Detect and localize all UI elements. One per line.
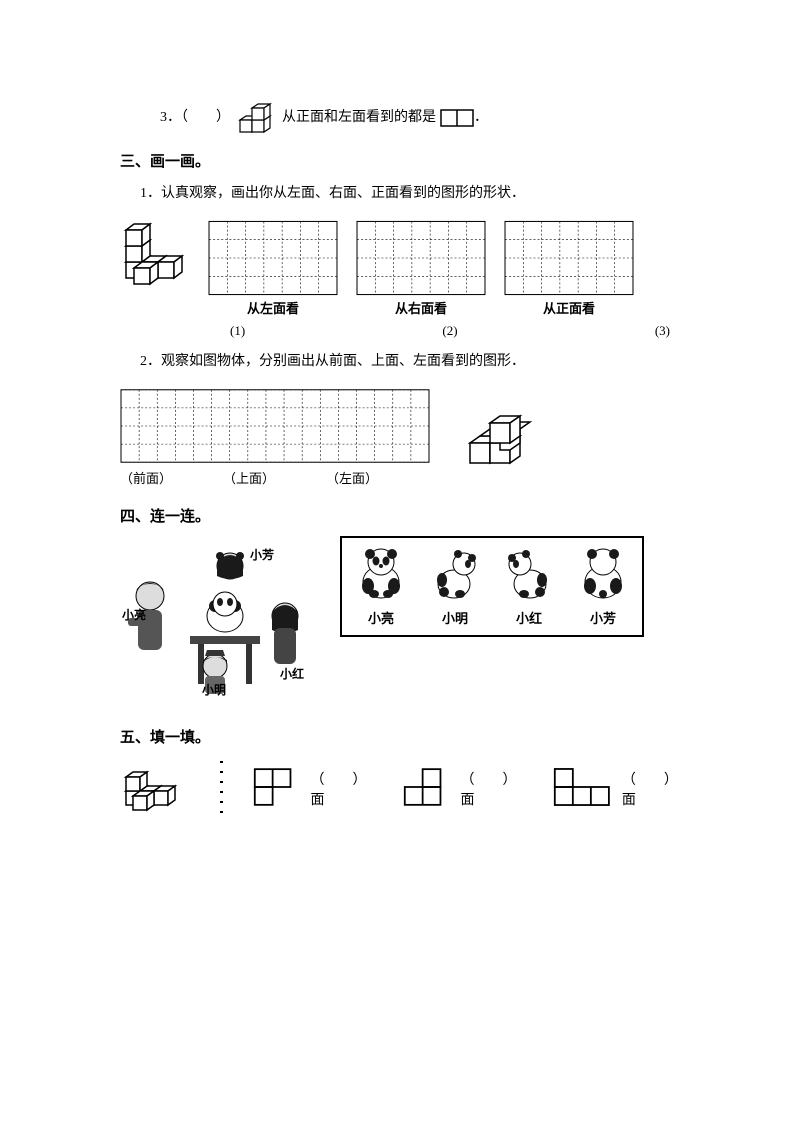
answer-shape-icon <box>440 105 474 130</box>
kid-ming-label: 小明 <box>202 681 226 698</box>
grid-right-col: 从右面看 <box>356 220 486 317</box>
q2-labels: （前面） （上面） （左面） <box>120 468 430 487</box>
label-left: 从左面看 <box>247 298 299 317</box>
grid-wide <box>120 388 430 464</box>
label-front: 从正面看 <box>543 298 595 317</box>
subnum-row: (1) (2) (3) <box>230 323 670 339</box>
panda-side2-icon <box>504 546 554 600</box>
panda-box: 小亮 小明 小红 <box>340 536 644 637</box>
slot-1: （ ）面 <box>311 769 373 809</box>
grid-wide-wrap: （前面） （上面） （左面） <box>120 388 430 487</box>
section-4-title: 四、连一连。 <box>120 505 674 526</box>
q3-prefix: 3．（ <box>160 105 188 130</box>
section-5-title: 五、填一填。 <box>120 726 674 747</box>
panda-name-3: 小芳 <box>590 608 616 627</box>
kids-scene: 小亮 小芳 小明 小红 <box>120 536 320 696</box>
kid-liang-label: 小亮 <box>122 606 146 623</box>
cubes-icon <box>236 100 276 136</box>
shape-1-icon <box>253 765 307 809</box>
shape-3-icon <box>553 765 618 809</box>
section-3-q2: 2．观察如图物体，分别画出从前面、上面、左面看到的图形． <box>120 349 674 374</box>
kid-fang-label: 小芳 <box>250 546 274 563</box>
ref-cubes-2-icon <box>460 403 540 473</box>
five-item-3: （ ）面 <box>553 765 685 809</box>
section-3-q1: 1．认真观察，画出你从左面、右面、正面看到的图形的形状． <box>120 181 674 206</box>
q2-label-front: （前面） <box>120 468 223 487</box>
label-right: 从右面看 <box>395 298 447 317</box>
panda-name-1: 小明 <box>442 608 468 627</box>
q3-mid: ） <box>216 105 230 130</box>
question-3: 3．（ ） 从正面和左面看到的都是 ． <box>120 100 674 136</box>
q3-text: 从正面和左面看到的都是 <box>282 105 436 130</box>
divider-dots <box>220 757 223 817</box>
grid-right <box>356 220 486 296</box>
section-3-q2-row: （前面） （上面） （左面） <box>120 388 674 487</box>
subnum-2: (2) <box>442 323 457 339</box>
five-item-2: （ ）面 <box>403 765 523 809</box>
panda-name-0: 小亮 <box>368 608 394 627</box>
slot-2: （ ）面 <box>461 769 523 809</box>
kid-hong-label: 小红 <box>280 665 304 682</box>
slot-3: （ ）面 <box>622 769 685 809</box>
panda-col-2: 小红 <box>502 546 556 627</box>
section-3-title: 三、画一画。 <box>120 150 674 171</box>
five-item-1: （ ）面 <box>253 765 373 809</box>
grid-front-col: 从正面看 <box>504 220 634 317</box>
panda-side-icon <box>430 546 480 600</box>
q2-label-top: （上面） <box>223 468 326 487</box>
panda-name-2: 小红 <box>516 608 542 627</box>
panda-back-icon <box>578 546 628 600</box>
panda-col-3: 小芳 <box>576 546 630 627</box>
grid-left-col: 从左面看 <box>208 220 338 317</box>
section-3-q1-row: 从左面看 从右面看 从正面看 <box>120 220 674 317</box>
panda-front-icon <box>356 546 406 600</box>
panda-col-1: 小明 <box>428 546 482 627</box>
q2-label-left: （左面） <box>326 468 378 487</box>
five-ref-cubes-icon <box>120 757 190 817</box>
grid-left <box>208 220 338 296</box>
section-4-row: 小亮 小芳 小明 小红 小亮 <box>120 536 674 696</box>
grid-front <box>504 220 634 296</box>
shape-2-icon <box>403 765 457 809</box>
section-5-row: （ ）面 （ ）面 （ ）面 <box>120 757 674 817</box>
q3-gap <box>188 105 216 130</box>
ref-cubes-icon <box>120 220 190 290</box>
q3-suffix: ． <box>474 105 488 130</box>
subnum-1: (1) <box>230 323 245 339</box>
subnum-3: (3) <box>655 323 670 339</box>
panda-col-0: 小亮 <box>354 546 408 627</box>
